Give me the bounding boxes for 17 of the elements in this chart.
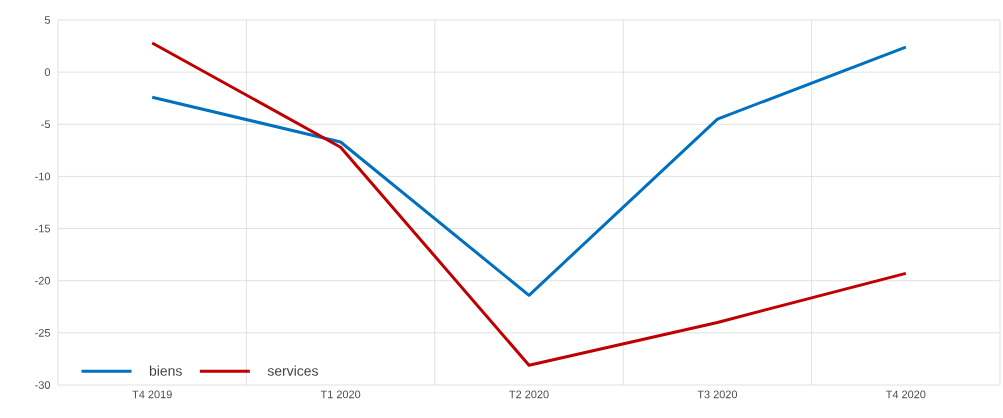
x-tick-label: T3 2020: [697, 390, 738, 399]
y-tick-label: -15: [35, 224, 51, 233]
y-tick-label: -25: [35, 328, 51, 337]
y-tick-label: 5: [44, 16, 51, 24]
x-tick-label: T4 2020: [885, 390, 926, 399]
y-tick-label: 0: [44, 68, 51, 77]
y-tick-label: -20: [35, 276, 51, 285]
y-tick-label: -10: [35, 172, 51, 181]
x-tick-label: T1 2020: [320, 390, 361, 399]
line-series: [150, 41, 908, 367]
legend-label: biens: [149, 365, 182, 376]
legend-label: services: [267, 365, 318, 376]
x-tick-label: T4 2019: [132, 390, 172, 399]
y-tick-label: -5: [41, 120, 51, 129]
x-tick-label: T2 2020: [509, 390, 549, 399]
y-tick-label: -30: [35, 381, 51, 389]
line-series: [150, 45, 908, 297]
